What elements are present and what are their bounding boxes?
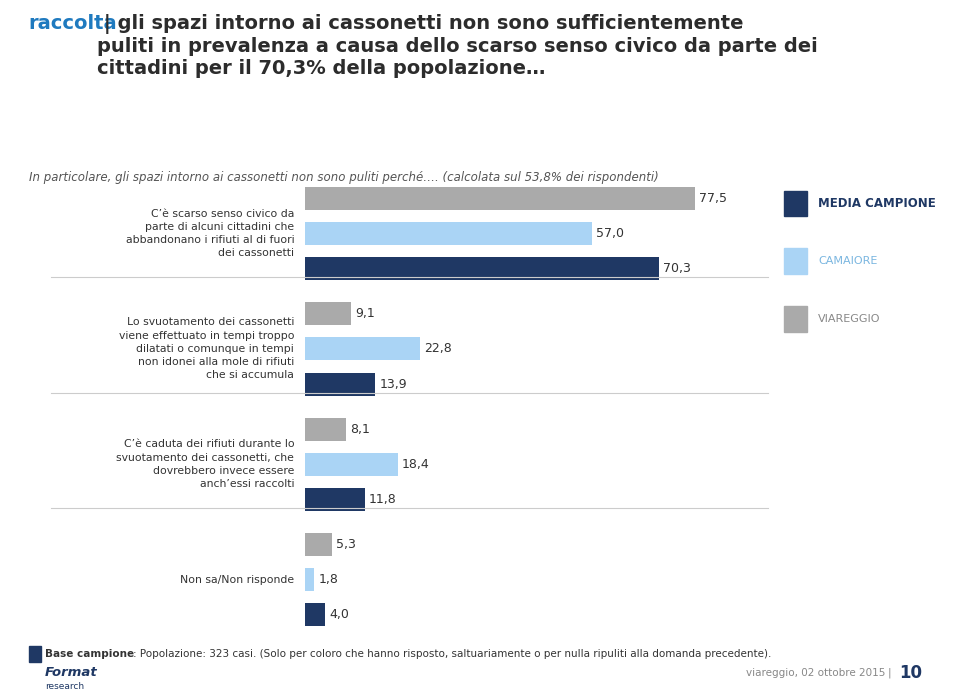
Bar [305,488,365,511]
Bar [305,418,346,441]
Text: 18,4: 18,4 [402,458,429,471]
Bar [784,248,806,274]
Text: research: research [45,682,84,691]
Bar [305,373,375,395]
Text: viareggio, 02 ottobre 2015: viareggio, 02 ottobre 2015 [746,667,885,678]
Bar [305,568,314,591]
Text: 57,0: 57,0 [596,227,624,240]
Text: | gli spazi intorno ai cassonetti non sono sufficientemente
puliti in prevalenza: | gli spazi intorno ai cassonetti non so… [97,14,818,78]
Bar [305,533,332,556]
Text: In particolare, gli spazi intorno ai cassonetti non sono puliti perché…. (calcol: In particolare, gli spazi intorno ai cas… [29,171,659,183]
Text: Base campione: Base campione [45,649,134,659]
Text: : Popolazione: 323 casi. (Solo per coloro che hanno risposto, saltuariamente o p: : Popolazione: 323 casi. (Solo per color… [133,649,772,659]
Text: Non sa/Non risponde: Non sa/Non risponde [180,575,294,584]
Text: C’è scarso senso civico da
parte di alcuni cittadini che
abbandonano i rifiuti a: C’è scarso senso civico da parte di alcu… [126,208,294,259]
Bar [305,452,397,476]
Text: 9,1: 9,1 [355,307,374,320]
Bar [305,337,420,361]
Text: Lo svuotamento dei cassonetti
viene effettuato in tempi troppo
dilatati o comunq: Lo svuotamento dei cassonetti viene effe… [119,318,294,380]
Bar [784,190,806,216]
Text: CAMAIORE: CAMAIORE [818,256,877,266]
Text: MEDIA CAMPIONE: MEDIA CAMPIONE [818,197,936,210]
Text: 77,5: 77,5 [699,192,727,205]
Text: VIAREGGIO: VIAREGGIO [818,314,881,324]
Text: 11,8: 11,8 [369,493,396,506]
Text: 4,0: 4,0 [329,608,349,621]
Text: C’è caduta dei rifiuti durante lo
svuotamento dei cassonetti, che
dovrebbero inv: C’è caduta dei rifiuti durante lo svuota… [116,439,294,489]
Bar [305,257,659,280]
Bar [305,187,695,210]
Text: 13,9: 13,9 [379,377,407,391]
Text: |: | [888,667,892,678]
Text: Format: Format [45,666,98,679]
Text: 5,3: 5,3 [336,538,356,551]
Text: 10: 10 [900,664,923,682]
Text: 1,8: 1,8 [319,573,338,586]
Bar [305,603,325,626]
Text: 8,1: 8,1 [350,423,370,436]
Bar [305,222,592,245]
Text: 22,8: 22,8 [424,343,452,355]
Bar [305,302,351,325]
Text: 70,3: 70,3 [663,262,691,275]
Bar [784,306,806,332]
Text: raccolta: raccolta [29,14,117,33]
Bar [29,646,40,662]
